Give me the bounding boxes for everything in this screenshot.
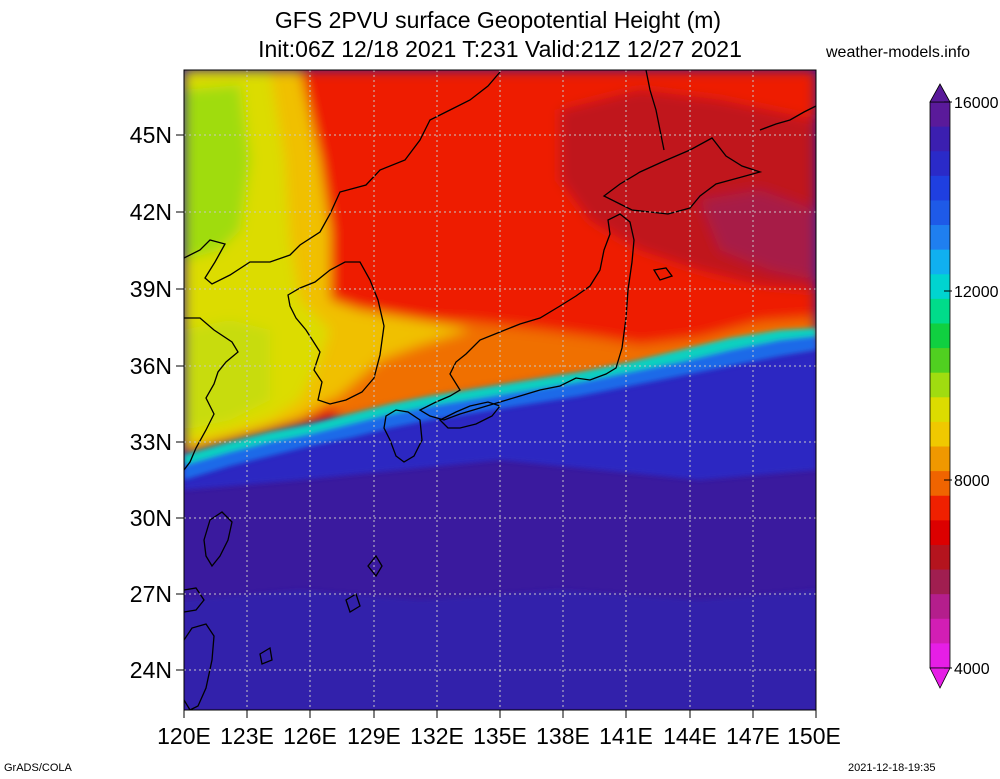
lat-label: 30N	[130, 505, 172, 531]
lat-label: 45N	[130, 122, 172, 148]
lon-label: 120E	[157, 723, 211, 749]
lon-label: 132E	[410, 723, 464, 749]
lat-label: 33N	[130, 429, 172, 455]
colorbar-label: 16000	[954, 95, 999, 112]
colorbar-cell	[930, 594, 950, 620]
colorbar-cell	[930, 618, 950, 644]
colorbar-cell	[930, 397, 950, 423]
colorbar: 16000 12000 8000 4000	[929, 83, 999, 689]
colorbar-cell	[930, 274, 950, 300]
colorbar-cell	[930, 446, 950, 472]
colorbar-cell	[930, 348, 950, 374]
lon-label: 141E	[599, 723, 653, 749]
lat-label: 42N	[130, 199, 172, 225]
colorbar-label: 4000	[954, 661, 990, 678]
colorbar-cell	[930, 175, 950, 201]
geopotential-field	[184, 70, 816, 710]
axis-ticks	[176, 134, 817, 718]
lat-label: 36N	[130, 353, 172, 379]
colorbar-cell	[930, 225, 950, 251]
colorbar-cell	[930, 151, 950, 177]
colorbar-cell	[930, 126, 950, 152]
lon-label: 147E	[726, 723, 780, 749]
colorbar-cell	[930, 421, 950, 448]
map-subtitle: Init:06Z 12/18 2021 T:231 Valid:21Z 12/2…	[258, 36, 742, 62]
colorbar-label: 12000	[954, 284, 999, 301]
lat-label: 24N	[130, 657, 172, 683]
colorbar-cell	[930, 372, 950, 398]
colorbar-label: 8000	[954, 473, 990, 490]
coastlines	[184, 70, 816, 710]
lon-label: 150E	[787, 723, 841, 749]
lon-label: 135E	[473, 723, 527, 749]
footer-credit: GrADS/COLA	[4, 762, 72, 774]
lon-label: 129E	[347, 723, 401, 749]
colorbar-bottom-arrow	[929, 667, 951, 689]
colorbar-cell	[930, 495, 950, 521]
map-title: GFS 2PVU surface Geopotential Height (m)	[274, 7, 722, 33]
colorbar-top-arrow	[929, 83, 951, 103]
lon-label: 138E	[536, 723, 590, 749]
colorbar-cell	[930, 298, 950, 324]
graticule	[184, 70, 816, 710]
colorbar-cell	[930, 200, 950, 226]
colorbar-cell	[930, 102, 950, 128]
lat-label: 27N	[130, 581, 172, 607]
lon-label: 144E	[663, 723, 717, 749]
site-name: weather-models.info	[826, 44, 971, 61]
colorbar-cell	[930, 520, 950, 546]
colorbar-cell	[930, 569, 950, 595]
colorbar-cell	[930, 249, 950, 275]
footer-timestamp: 2021-12-18-19:35	[848, 762, 936, 774]
lon-label: 126E	[283, 723, 337, 749]
colorbar-cell	[930, 323, 950, 349]
colorbar-cell	[930, 471, 950, 497]
colorbar-cell	[930, 643, 950, 669]
colorbar-cell	[930, 544, 950, 571]
lat-label: 39N	[130, 276, 172, 302]
lon-label: 123E	[220, 723, 274, 749]
